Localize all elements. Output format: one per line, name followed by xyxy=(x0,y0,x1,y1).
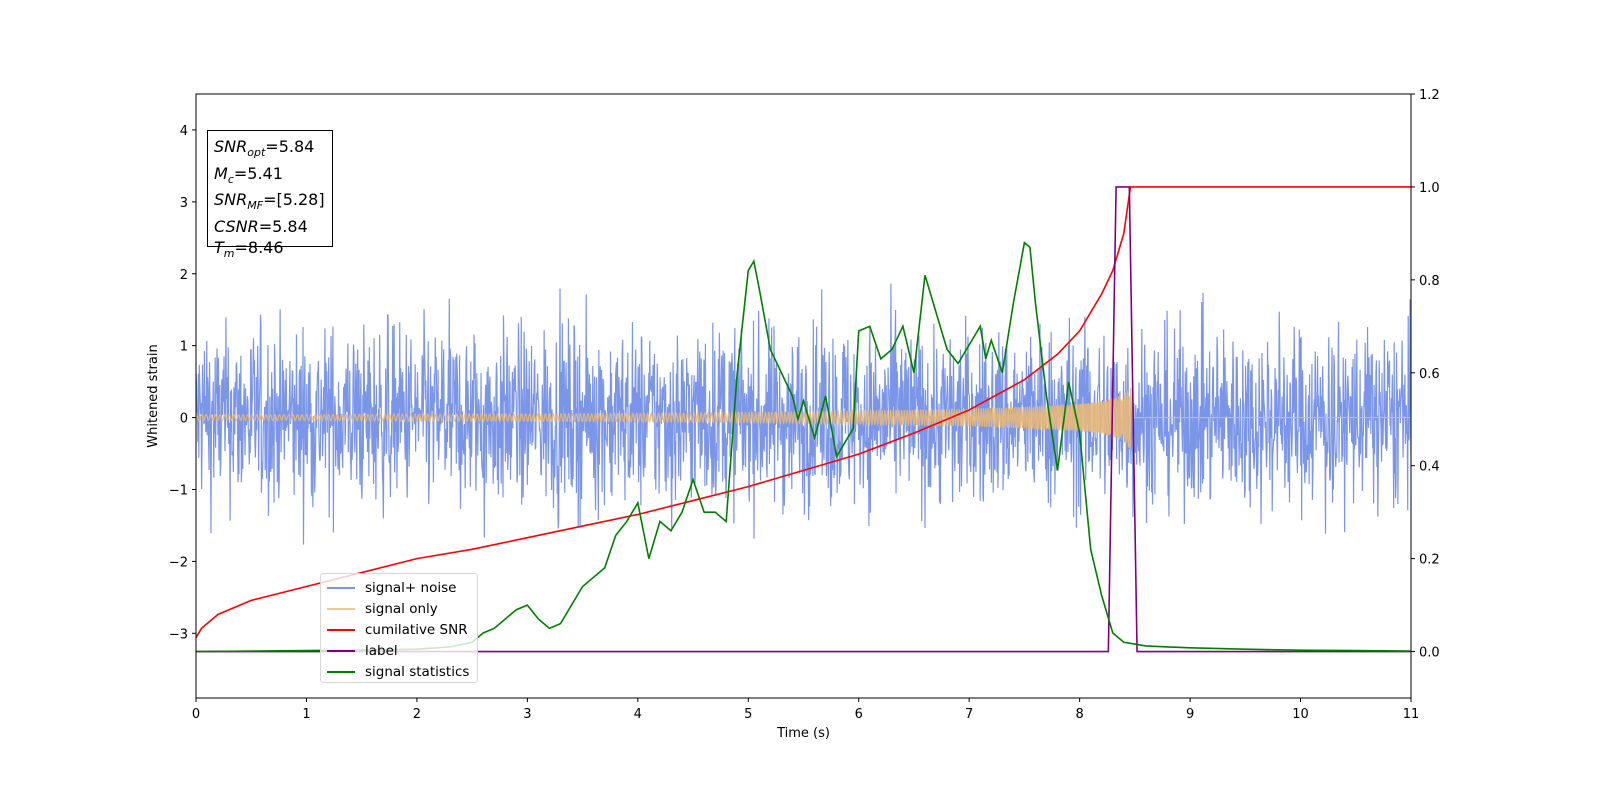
y-tick-label: 4 xyxy=(180,124,188,139)
legend-label: cumilative SNR xyxy=(365,621,468,638)
legend-swatch xyxy=(327,628,355,631)
legend-swatch xyxy=(327,670,355,673)
y-tick-label: −3 xyxy=(169,627,188,642)
annotation-box: SNRopt=5.84 Mc=5.41 SNRMF=[5.28] CSNR=5.… xyxy=(207,130,333,260)
y-tick-label: −2 xyxy=(169,555,188,570)
annotation-snr-opt: SNRopt=5.84 xyxy=(214,137,315,160)
x-tick-label: 2 xyxy=(413,707,421,722)
legend-swatch xyxy=(327,607,355,610)
legend-item-cumulative-snr: cumilative SNR xyxy=(327,619,477,640)
annotation-mc: Mc=5.41 xyxy=(214,163,283,186)
y2-tick-label: 0.2 xyxy=(1419,553,1440,568)
x-tick-label: 4 xyxy=(634,707,642,722)
legend: signal+ noise signal only cumilative SNR… xyxy=(320,573,478,683)
legend-swatch xyxy=(327,649,355,652)
y2-tick-label: 1.2 xyxy=(1419,88,1440,103)
x-tick-label: 3 xyxy=(523,707,531,722)
series-cumulative-snr-line xyxy=(196,186,1411,639)
series-signal-noise-line xyxy=(196,283,1411,545)
x-tick-label: 6 xyxy=(855,707,863,722)
plot-frame xyxy=(195,93,1412,699)
x-tick-label: 9 xyxy=(1186,707,1194,722)
series-signal-statistics-line xyxy=(196,241,1411,653)
annotation-csnr: CSNR=5.84 xyxy=(214,217,308,237)
legend-swatch xyxy=(327,586,355,589)
legend-item-label: label xyxy=(327,640,477,661)
x-axis-title: Time (s) xyxy=(776,726,830,741)
y-axis-title: Whitened strain xyxy=(146,344,161,447)
x-tick-label: 10 xyxy=(1292,707,1309,722)
legend-label: signal+ noise xyxy=(365,579,457,596)
y2-tick-label: 0.6 xyxy=(1419,367,1440,382)
legend-item-signal-noise: signal+ noise xyxy=(327,577,477,598)
x-tick-label: 0 xyxy=(192,707,200,722)
x-tick-label: 1 xyxy=(302,707,310,722)
y2-tick-label: 0.4 xyxy=(1419,460,1440,475)
y2-tick-label: 0.0 xyxy=(1419,646,1440,661)
x-tick-label: 11 xyxy=(1403,707,1420,722)
legend-item-signal-statistics: signal statistics xyxy=(327,661,477,682)
series-label-line xyxy=(196,186,1411,653)
series-signal-only-line xyxy=(196,387,1411,450)
x-tick-label: 8 xyxy=(1075,707,1083,722)
y2-tick-label: 1.0 xyxy=(1419,181,1440,196)
y-tick-label: 0 xyxy=(180,412,188,427)
x-tick-label: 7 xyxy=(965,707,973,722)
y2-tick-label: 0.8 xyxy=(1419,274,1440,289)
annotation-snr-mf: SNRMF=[5.28] xyxy=(214,190,325,213)
legend-label: label xyxy=(365,642,398,659)
legend-item-signal-only: signal only xyxy=(327,598,477,619)
annotation-tm: Tm=8.46 xyxy=(214,237,284,260)
legend-label: signal only xyxy=(365,600,438,617)
y-tick-label: −1 xyxy=(169,483,188,498)
y-tick-label: 2 xyxy=(180,268,188,283)
y-tick-label: 1 xyxy=(180,340,188,355)
y-tick-label: 3 xyxy=(180,196,188,211)
legend-label: signal statistics xyxy=(365,663,470,680)
x-tick-label: 5 xyxy=(744,707,752,722)
